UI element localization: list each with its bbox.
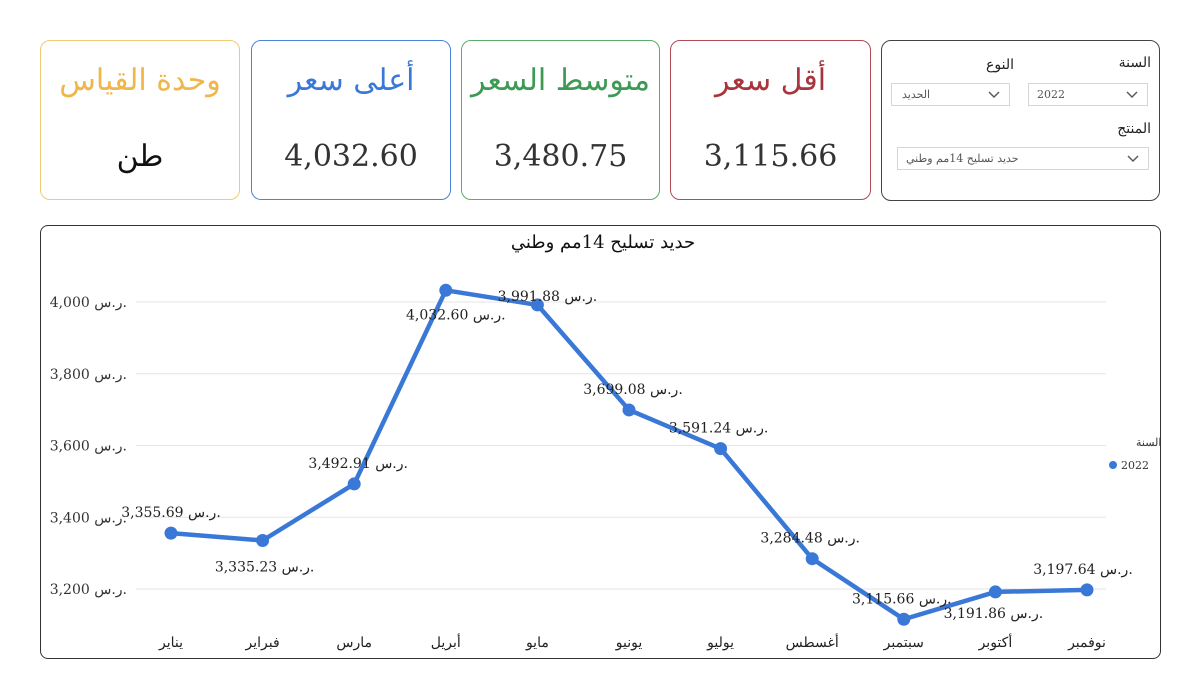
legend-title: السنة (1136, 436, 1161, 449)
data-point (164, 526, 178, 540)
data-label: 3,284.48 ر.س. (760, 531, 860, 547)
data-point (1080, 583, 1094, 597)
legend-series-marker (1109, 461, 1117, 469)
data-label: 4,032.60 ر.س. (406, 307, 506, 323)
data-point (988, 585, 1002, 599)
card-unit-title: وحدة القياس (59, 63, 221, 98)
data-point (805, 552, 819, 566)
card-max-price: أعلى سعر 4,032.60 (251, 40, 451, 200)
y-tick-label: 3,600 ر.س. (50, 439, 127, 455)
card-max-title: أعلى سعر (287, 63, 415, 98)
card-avg-price: متوسط السعر 3,480.75 (461, 40, 660, 200)
x-tick-label: مارس (336, 635, 372, 651)
chevron-down-icon (988, 91, 1000, 98)
x-tick-label: يناير (158, 635, 183, 651)
x-tick-label: أغسطس (786, 632, 839, 651)
card-min-title: أقل سعر (714, 63, 827, 98)
data-point (439, 283, 453, 297)
data-label: 3,492.91 ر.س. (308, 456, 408, 472)
product-select[interactable]: حديد تسليح 14مم وطني (897, 147, 1149, 170)
card-unit-value: طن (116, 139, 164, 174)
year-filter-label: السنة (1118, 55, 1151, 71)
year-select-value: 2022 (1037, 88, 1065, 101)
product-select-value: حديد تسليح 14مم وطني (906, 152, 1019, 165)
price-chart: حديد تسليح 14مم وطني 3,200 ر.س. 3,400 ر.س… (40, 225, 1161, 659)
x-tick-label: يوليو (706, 635, 734, 651)
chevron-down-icon (1127, 155, 1139, 162)
y-tick-label: 3,200 ر.س. (50, 582, 127, 598)
data-point (714, 442, 728, 456)
type-select[interactable]: الحديد (891, 83, 1010, 106)
type-select-value: الحديد (902, 88, 931, 101)
card-unit: وحدة القياس طن (40, 40, 240, 200)
filter-panel: السنة النوع 2022 الحديد المنتج حديد تسلي… (881, 40, 1160, 201)
y-tick-label: 3,800 ر.س. (50, 367, 127, 383)
x-tick-label: مايو (525, 635, 549, 651)
y-tick-label: 3,400 ر.س. (50, 510, 127, 526)
x-tick-label: أكتوبر (978, 632, 1013, 651)
card-min-value: 3,115.66 (703, 139, 838, 174)
data-label: 3,191.86 ر.س. (944, 606, 1044, 622)
x-tick-label: فبراير (245, 635, 280, 651)
legend-series-label: 2022 (1121, 459, 1149, 472)
x-tick-label: نوفمبر (1067, 635, 1106, 651)
year-select[interactable]: 2022 (1028, 83, 1148, 106)
x-tick-label: أبريل (431, 632, 461, 651)
chart-title: حديد تسليح 14مم وطني (511, 232, 695, 253)
data-label: 3,115.66 ر.س. (852, 591, 952, 607)
x-tick-label: يونيو (615, 635, 643, 651)
product-filter-label: المنتج (1117, 121, 1151, 137)
card-avg-value: 3,480.75 (493, 139, 628, 174)
data-label: 3,699.08 ر.س. (583, 382, 683, 398)
card-max-value: 4,032.60 (284, 139, 418, 174)
data-label: 3,991.88 ر.س. (498, 289, 598, 305)
card-avg-title: متوسط السعر (470, 63, 651, 98)
data-point (256, 533, 270, 547)
data-point (347, 477, 361, 491)
chevron-down-icon (1126, 91, 1138, 98)
data-point (622, 403, 636, 417)
type-filter-label: النوع (986, 57, 1014, 73)
data-label: 3,197.64 ر.س. (1033, 562, 1133, 578)
data-point (530, 298, 544, 312)
y-tick-label: 4,000 ر.س. (50, 295, 127, 311)
x-tick-label: سبتمبر (883, 635, 924, 651)
card-min-price: أقل سعر 3,115.66 (670, 40, 871, 200)
data-label: 3,355.69 ر.س. (121, 505, 221, 521)
data-point (897, 612, 911, 626)
data-label: 3,591.24 ر.س. (669, 421, 769, 437)
chart-svg: حديد تسليح 14مم وطني 3,200 ر.س. 3,400 ر.س… (50, 232, 1162, 651)
data-label: 3,335.23 ر.س. (215, 559, 315, 575)
